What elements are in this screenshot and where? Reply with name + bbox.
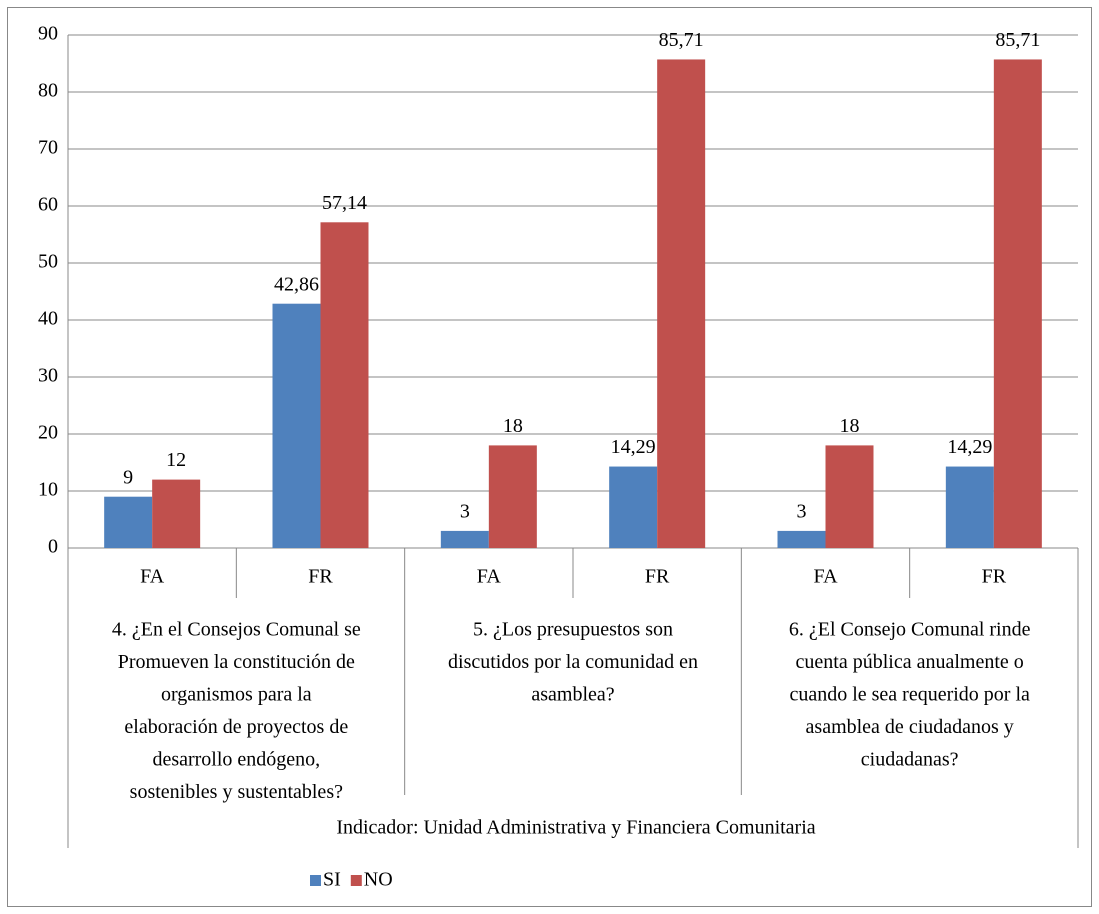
y-tick-label: 30: [38, 365, 58, 387]
bar: [609, 466, 658, 548]
bar: [488, 445, 537, 548]
bar: [945, 466, 994, 548]
data-label: 18: [840, 415, 860, 437]
y-tick-label: 60: [38, 194, 58, 216]
data-label: 18: [503, 415, 523, 437]
y-tick-label: 0: [48, 536, 58, 558]
y-tick-label: 50: [38, 251, 58, 273]
data-label: 14,29: [611, 436, 656, 458]
group-label: 5. ¿Los presupuestos son: [473, 619, 673, 641]
legend-swatch: [310, 875, 321, 886]
bar: [272, 303, 321, 548]
bar: [825, 445, 874, 548]
data-label: 42,86: [274, 273, 319, 295]
x-tick-label: FA: [813, 566, 838, 588]
bar: [993, 59, 1042, 548]
bar: [777, 530, 826, 548]
group-label: 4. ¿En el Consejos Comunal se: [112, 619, 361, 641]
data-label: 14,29: [947, 436, 992, 458]
group-label: ciudadanas?: [861, 749, 959, 771]
x-tick-label: FR: [645, 566, 670, 588]
group-title: Indicador: Unidad Administrativa y Finan…: [336, 817, 815, 839]
chart-border: [7, 7, 1092, 907]
legend-label: SI: [323, 869, 341, 891]
data-label: 9: [123, 466, 133, 488]
group-label: elaboración de proyectos de: [124, 716, 348, 738]
x-tick-label: FA: [477, 566, 502, 588]
data-label: 3: [460, 500, 470, 522]
group-label: Promueven la constitución de: [118, 651, 355, 673]
bar: [657, 59, 706, 548]
legend-swatch: [350, 875, 362, 886]
bar: [440, 530, 489, 548]
x-tick-label: FR: [308, 566, 333, 588]
data-label: 12: [166, 449, 186, 471]
group-label: asamblea?: [531, 684, 614, 706]
y-tick-label: 20: [38, 422, 58, 444]
y-tick-label: 90: [38, 23, 58, 45]
bar: [320, 222, 369, 548]
group-label: sostenibles y sustentables?: [130, 781, 343, 803]
y-tick-label: 70: [38, 137, 58, 159]
x-tick-label: FA: [140, 566, 165, 588]
data-label: 85,71: [659, 29, 704, 51]
bar: [104, 496, 153, 548]
bar: [152, 479, 201, 548]
group-label: desarrollo endógeno,: [152, 749, 320, 771]
data-label: 3: [797, 500, 807, 522]
data-label: 57,14: [322, 192, 367, 214]
y-tick-label: 40: [38, 308, 58, 330]
group-label: cuenta pública anualmente o: [796, 651, 1024, 673]
group-label: asamblea de ciudadanos y: [806, 716, 1014, 738]
legend-label: NO: [364, 869, 393, 891]
data-label: 85,71: [995, 29, 1040, 51]
group-label: discutidos por la comunidad en: [448, 651, 698, 673]
y-tick-label: 80: [38, 80, 58, 102]
y-tick-label: 10: [38, 479, 58, 501]
group-label: cuando le sea requerido por la: [789, 684, 1030, 706]
group-label: organismos para la: [161, 684, 312, 706]
group-label: 6. ¿El Consejo Comunal rinde: [789, 619, 1031, 641]
x-tick-label: FR: [982, 566, 1007, 588]
